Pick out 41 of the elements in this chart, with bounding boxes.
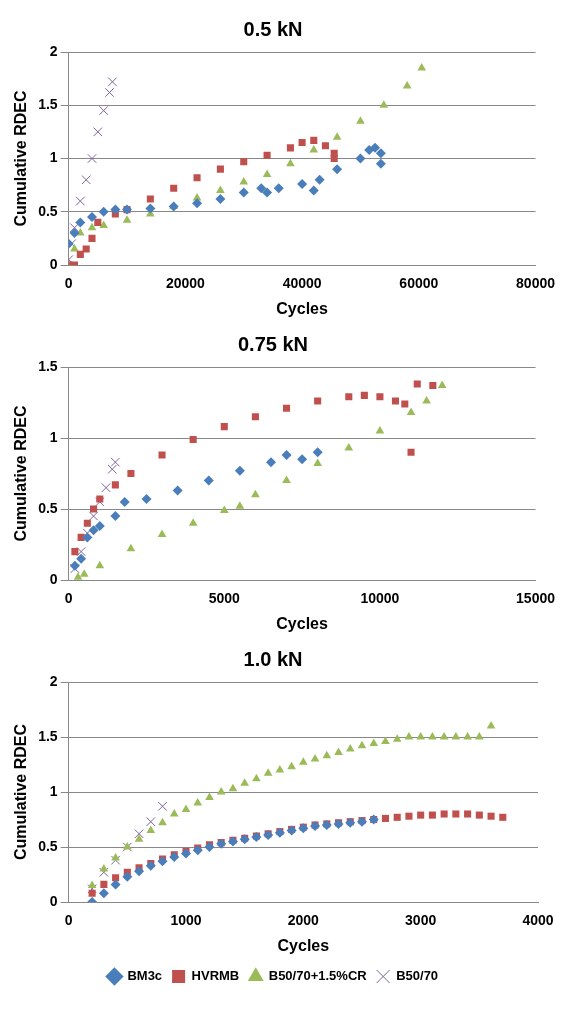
y-axis-title: Cumulative RDEC [12, 405, 30, 542]
y-tick-label: 2 [49, 42, 58, 59]
x-tick-label: 2000 [287, 912, 320, 929]
x-tick-label: 20000 [165, 275, 206, 292]
y-tick-label: 0 [49, 570, 58, 587]
x-tick-label: 40000 [282, 275, 322, 292]
y-tick-label: 1 [49, 149, 58, 166]
x-tick-label: 4000 [522, 912, 554, 929]
x-tick-label: 10000 [360, 590, 400, 607]
legend-label: B50/70 [396, 968, 439, 984]
y-axis-title: Cumulative RDEC [12, 723, 30, 861]
y-tick-label: 1 [49, 782, 58, 799]
x-tick-label: 3000 [405, 912, 437, 929]
y-tick-label: 0.5 [38, 499, 58, 516]
chart-title: 0.5 kN [243, 17, 303, 40]
y-axis-title: Cumulative RDEC [12, 90, 30, 227]
y-tick-label: 1.5 [38, 96, 58, 113]
x-tick-label: 60000 [399, 275, 439, 292]
legend-label: BM3c [127, 968, 163, 984]
y-tick-label: 2 [49, 672, 58, 689]
y-tick-label: 0 [49, 892, 58, 909]
x-tick-label: 15000 [516, 590, 556, 607]
legend-label: B50/70+1.5%CR [268, 968, 368, 984]
x-axis-title: Cycles [276, 614, 328, 632]
chart-title: 1.0 kN [243, 647, 303, 670]
x-tick-label: 80000 [516, 275, 556, 292]
y-tick-label: 0.5 [38, 837, 58, 854]
x-tick-label: 0 [64, 275, 73, 292]
y-tick-label: 0 [49, 255, 58, 272]
y-tick-label: 1.5 [38, 727, 58, 744]
x-tick-label: 5000 [208, 590, 241, 607]
legend-label: HVRMB [191, 968, 240, 984]
x-axis-title: Cycles [277, 936, 330, 954]
y-tick-label: 0.5 [38, 202, 58, 219]
y-tick-label: 1 [49, 428, 58, 445]
x-axis-title: Cycles [276, 299, 328, 317]
x-tick-label: 0 [64, 912, 73, 929]
chart-title: 0.75 kN [237, 332, 309, 355]
x-tick-label: 0 [64, 590, 73, 607]
x-tick-label: 1000 [170, 912, 202, 929]
y-tick-label: 1.5 [38, 357, 58, 374]
